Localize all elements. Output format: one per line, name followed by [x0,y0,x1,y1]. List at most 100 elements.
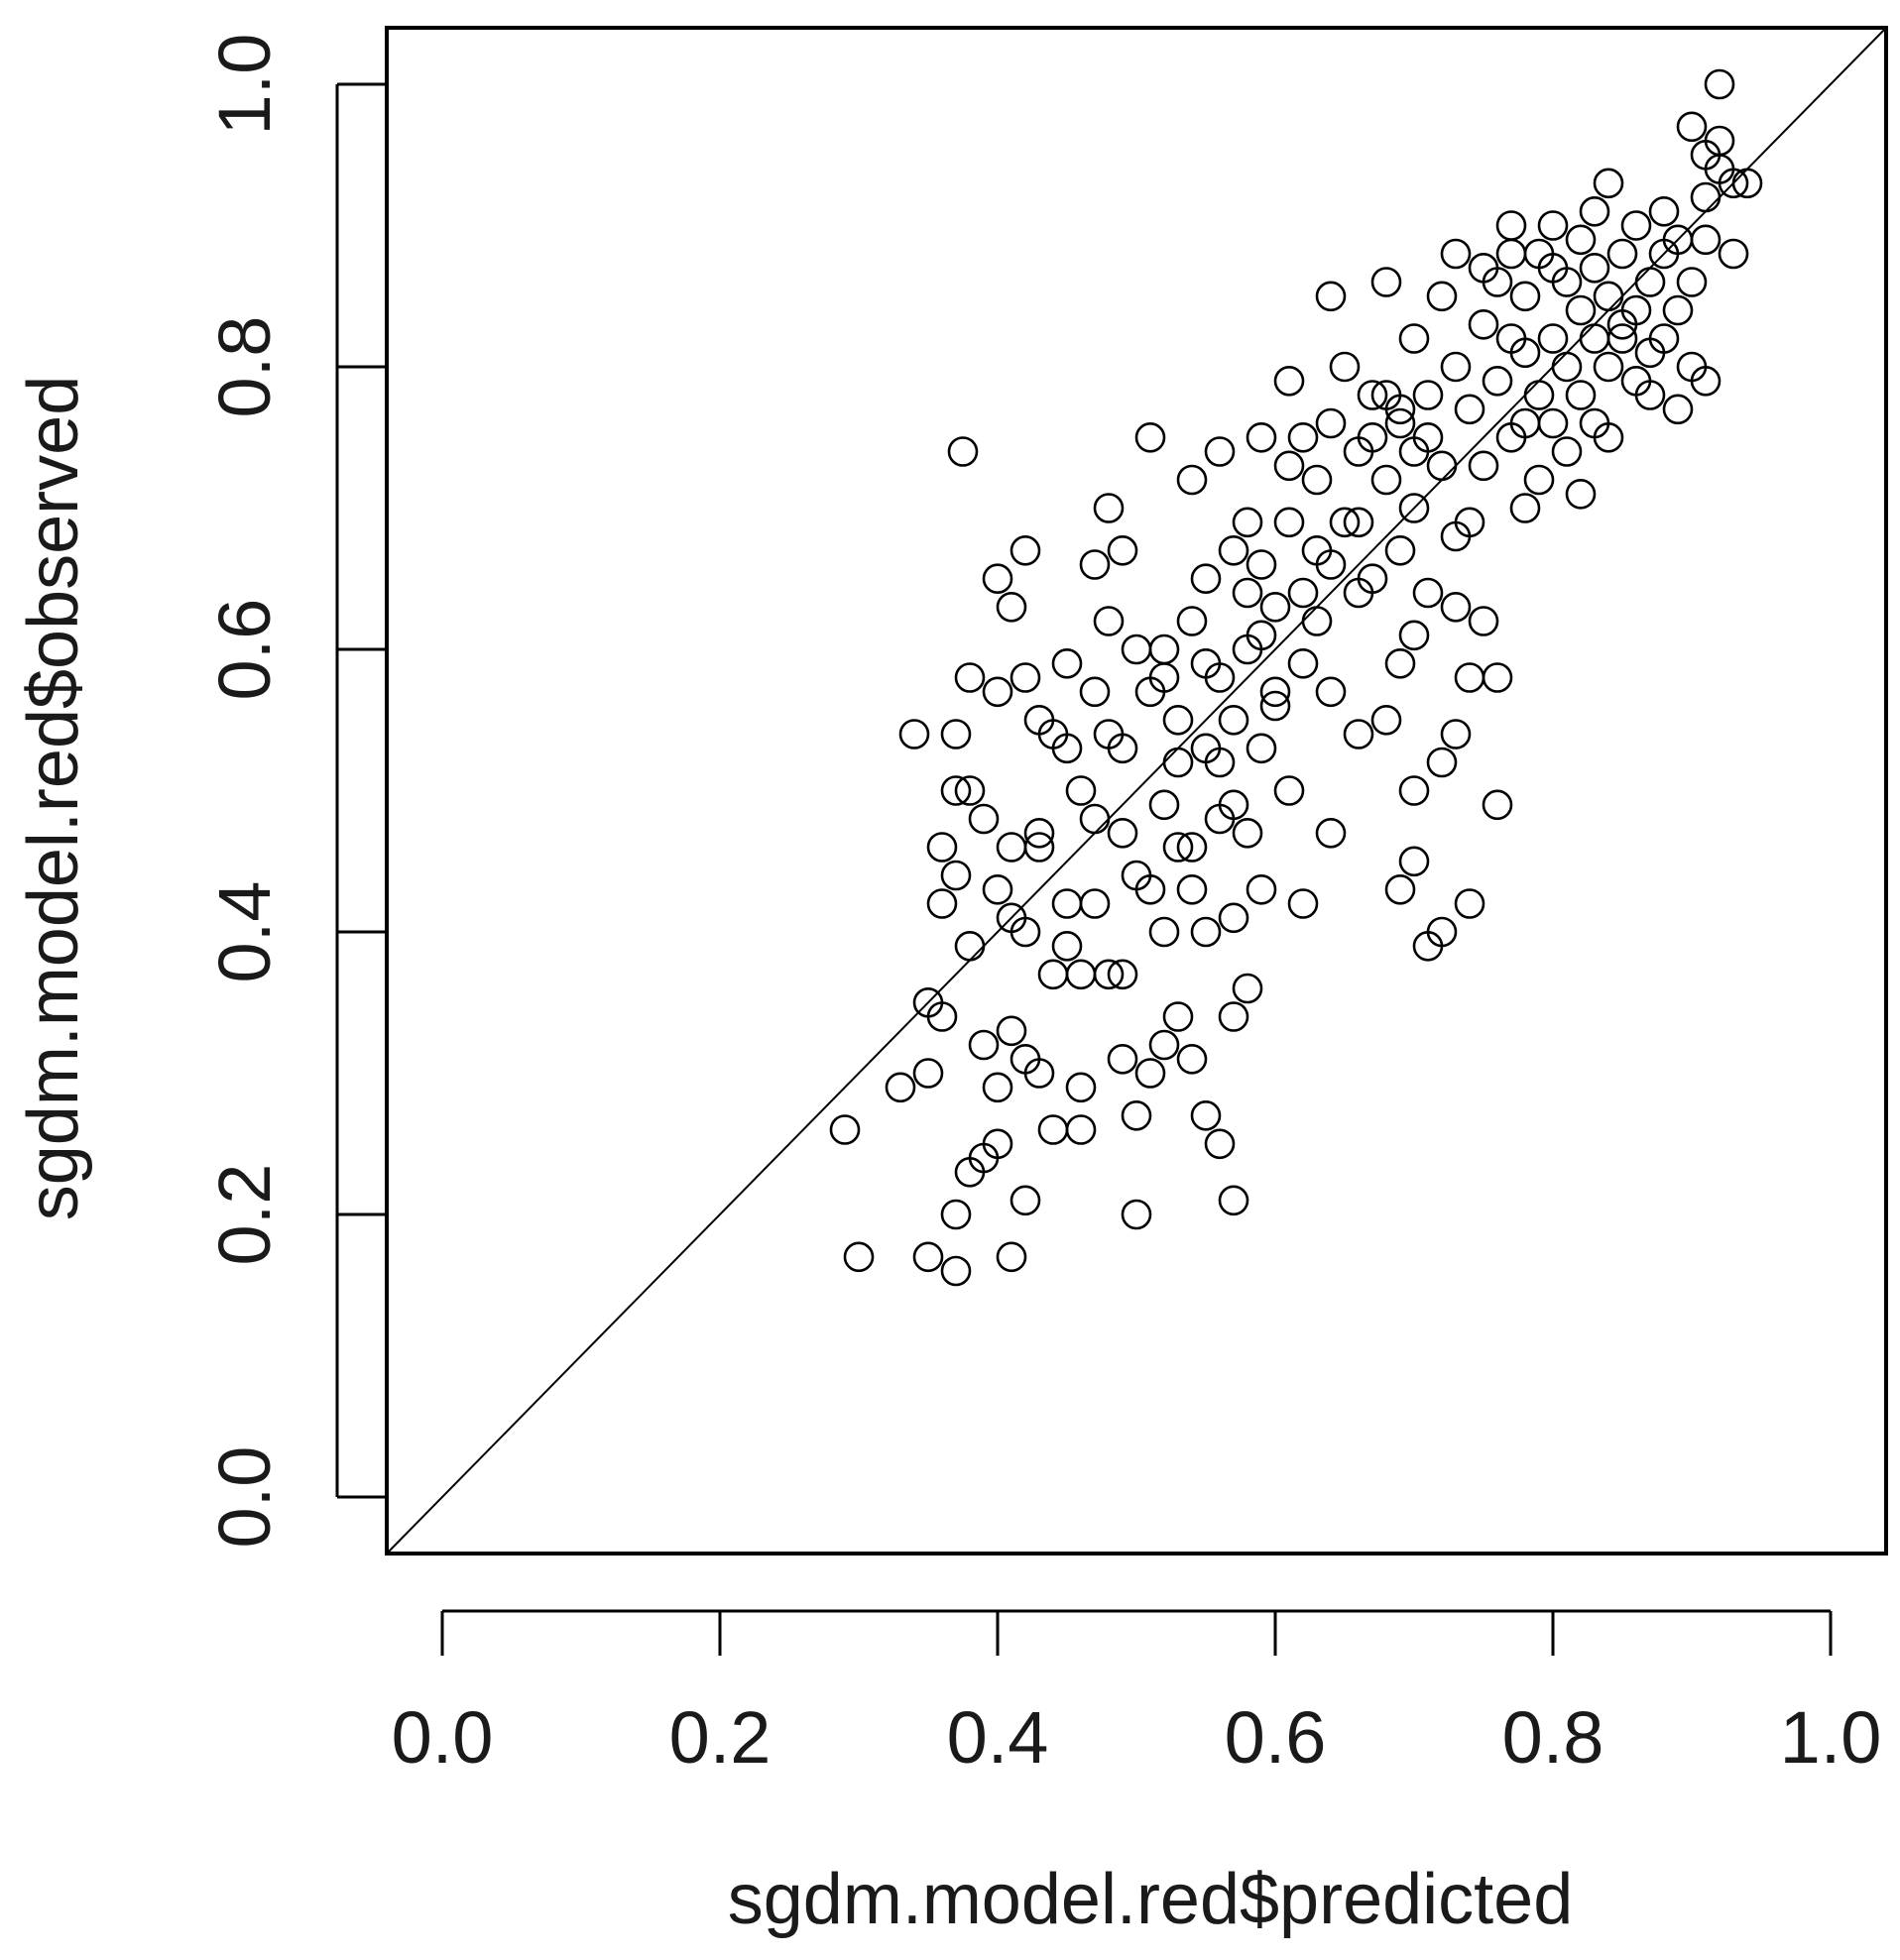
data-point [1065,959,1097,990]
data-point [1107,959,1138,990]
data-point [1287,647,1319,679]
data-point [1065,1072,1097,1103]
data-point [1662,294,1694,326]
data-point [898,719,930,749]
data-point [1398,775,1430,806]
data-point [1176,873,1208,905]
data-point [1301,464,1333,496]
data-point [1370,464,1402,496]
data-point [1523,464,1555,496]
data-point [1051,888,1083,919]
data-point [1384,407,1416,439]
y-axis-label: sgdm.model.red$observed [14,376,93,1220]
data-point [1509,493,1541,523]
data-point [1246,873,1277,905]
data-point [1287,577,1319,609]
data-point [1315,676,1347,708]
data-point [1148,634,1180,665]
x-tick-label: 0.8 [1502,1696,1604,1779]
data-point [885,1072,916,1103]
data-point [912,1241,944,1273]
data-point [940,719,972,749]
x-tick-label: 0.0 [392,1696,494,1779]
data-point [996,1241,1027,1273]
data-point [940,1255,972,1287]
data-point [1370,704,1402,736]
data-point [1606,238,1638,270]
data-point [1606,308,1638,340]
data-point [1593,351,1624,383]
data-point [1287,421,1319,453]
data-point [1134,1058,1166,1089]
data-point [1718,168,1749,199]
data-point [1482,365,1513,397]
data-point [926,888,958,919]
data-point [1246,549,1277,580]
data-point [1384,534,1416,566]
y-tick-label: 0.6 [203,599,286,701]
data-point [1037,959,1069,990]
data-point [1468,252,1499,284]
data-point [954,662,986,693]
data-point [1273,365,1305,397]
data-point [1134,873,1166,905]
data-point [1051,733,1083,764]
data-point [1579,196,1610,227]
data-point [1093,959,1125,990]
data-point [1107,733,1138,764]
data-point [1204,436,1236,467]
data-point [1454,394,1485,425]
data-point [954,775,986,806]
data-point [1093,606,1125,636]
data-point [1232,634,1263,665]
data-point [1343,719,1374,749]
data-point [1551,351,1583,383]
data-point [1426,916,1458,948]
data-point [1398,846,1430,877]
data-point [1606,323,1638,354]
data-point [1079,549,1111,580]
data-point [1065,775,1097,806]
data-point [1218,1001,1249,1032]
data-point [1440,238,1472,270]
data-point [1009,662,1041,693]
data-point [1329,351,1361,383]
data-point [1287,888,1319,919]
data-point [1162,1001,1194,1032]
data-point [940,860,972,891]
data-point [940,1199,972,1230]
data-point [1565,380,1597,410]
data-point [1440,351,1472,383]
data-point [1398,620,1430,651]
data-point [982,676,1013,708]
data-point [1343,577,1374,609]
data-point [1121,634,1152,665]
data-point [1329,507,1361,538]
data-point [1246,421,1277,453]
data-point [1273,450,1305,482]
data-point [1509,407,1541,439]
data-point [1107,534,1138,566]
data-point [1190,647,1222,679]
data-point [1051,930,1083,962]
data-point [1412,380,1444,410]
data-point [1426,281,1458,312]
data-point [1440,591,1472,623]
data-point [1537,407,1569,439]
x-axis-label: sgdm.model.red$predicted [728,1860,1573,1939]
data-point [1565,224,1597,256]
data-point [1370,380,1402,410]
data-point [1634,337,1666,369]
data-point [1121,1100,1152,1131]
data-point [1468,308,1499,340]
data-point [1218,789,1249,821]
data-point [982,563,1013,595]
data-point [1204,1128,1236,1160]
x-tick-label: 1.0 [1780,1696,1882,1779]
data-point [1579,323,1610,354]
data-point [1079,676,1111,708]
data-point [982,873,1013,905]
data-point [1593,281,1624,312]
data-point [1023,817,1055,849]
x-tick-label: 0.2 [669,1696,772,1779]
